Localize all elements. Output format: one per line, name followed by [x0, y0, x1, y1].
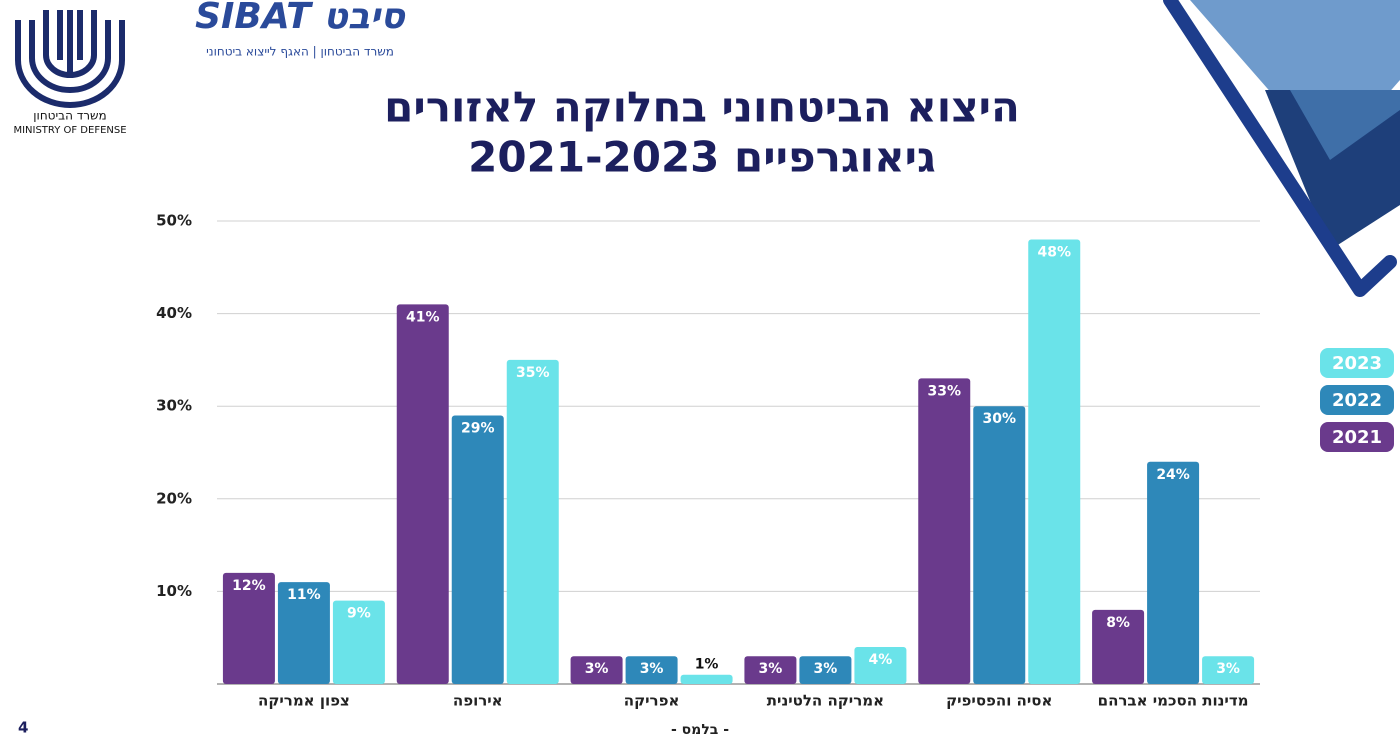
legend-label: 2023: [1332, 353, 1382, 374]
legend-label: 2022: [1332, 390, 1382, 411]
x-tick-label: אפריקה: [624, 692, 680, 710]
x-tick-label: מדינות הסכמי אברהם: [1098, 692, 1249, 710]
logo-english: MINISTRY OF DEFENSE: [13, 125, 126, 136]
bar: [918, 378, 971, 684]
value-label: 30%: [982, 411, 1016, 427]
logo-hebrew: משרד הביטחון: [33, 109, 106, 123]
y-tick-label: 40%: [156, 304, 192, 322]
value-label: 29%: [461, 420, 495, 436]
legend-swatch: [1320, 385, 1394, 415]
value-label: 4%: [869, 652, 893, 668]
y-tick-label: 20%: [156, 489, 192, 507]
decor: [1290, 90, 1400, 160]
x-tick-label: אמריקה הלטינית: [767, 692, 884, 710]
y-tick-label: 10%: [156, 582, 192, 600]
value-label: 11%: [287, 587, 321, 603]
chart-title: גיאוגרפיים 2021-2023: [468, 133, 936, 182]
bar: [744, 656, 797, 684]
value-label: 1%: [695, 657, 719, 673]
bar: [451, 415, 504, 684]
x-tick-label: אסיה והפסיפיק: [946, 692, 1052, 710]
y-tick-label: 50%: [156, 212, 192, 230]
bar: [625, 656, 678, 684]
bar: [854, 646, 907, 684]
value-label: 48%: [1037, 245, 1071, 261]
bar: [1028, 239, 1081, 684]
bar: [799, 656, 852, 684]
bar: [570, 656, 623, 684]
value-label: 33%: [927, 383, 961, 399]
ministry-logo: [15, 10, 125, 108]
value-label: 3%: [759, 661, 783, 677]
sibat-logo: SIBAT סיבט: [195, 0, 406, 37]
sibat-subtitle: משרד הביטחון | האגף לייצוא ביטחוני: [206, 45, 394, 59]
value-label: 3%: [640, 661, 664, 677]
decor: [1163, 0, 1397, 297]
x-tick-label: צפון אמריקה: [258, 692, 350, 710]
value-label: 8%: [1106, 615, 1130, 631]
value-label: 3%: [1216, 661, 1240, 677]
value-label: 41%: [406, 309, 440, 325]
bar: [277, 582, 330, 684]
bar: [396, 304, 449, 684]
bar: [680, 674, 733, 684]
plot: 10% 20% 30% 40% 50% צפון אמריקה 12% 11% 9% אירופה…: [156, 212, 1394, 710]
bar: [506, 359, 559, 684]
value-label: 35%: [516, 365, 550, 381]
bar: [1092, 609, 1145, 684]
legend-swatch: [1320, 422, 1394, 452]
value-label: 3%: [814, 661, 838, 677]
chart-title: היצוא הביטחוני בחלוקה לאזורים: [384, 83, 1020, 132]
legend-label: 2021: [1332, 427, 1382, 448]
legend-swatch: [1320, 348, 1394, 378]
value-label: 12%: [232, 578, 266, 594]
bar: [332, 600, 385, 684]
value-label: 9%: [347, 606, 371, 622]
classification: - בלמס -: [671, 722, 729, 738]
page-number: 4: [18, 719, 28, 737]
value-label: 24%: [1156, 467, 1190, 483]
x-tick-label: אירופה: [453, 692, 503, 710]
bar: [1202, 656, 1255, 684]
bar: [222, 572, 275, 684]
value-label: 3%: [585, 661, 609, 677]
bar: [973, 406, 1026, 684]
bar: [1147, 461, 1200, 684]
y-tick-label: 30%: [156, 397, 192, 415]
